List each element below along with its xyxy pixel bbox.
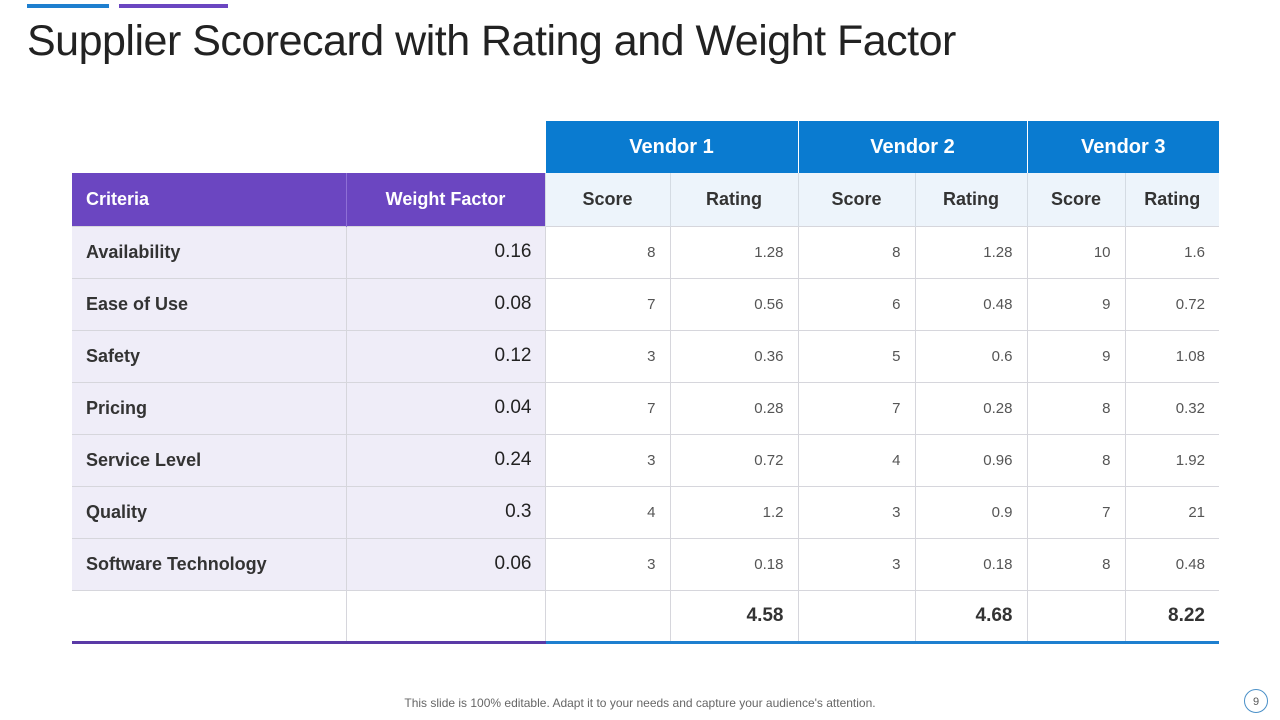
table-row: Ease of Use 0.08 7 0.56 6 0.48 9 0.72 bbox=[72, 277, 1219, 330]
vendor-2-score-cell: 3 bbox=[797, 485, 915, 538]
vendor-3-score-cell: 8 bbox=[1026, 537, 1125, 590]
slide-title: Supplier Scorecard with Rating and Weigh… bbox=[27, 17, 956, 65]
weight-cell: 0.24 bbox=[346, 433, 545, 486]
page-number-badge: 9 bbox=[1244, 689, 1268, 713]
criteria-cell: Pricing bbox=[72, 381, 347, 434]
vendor-1-score-cell: 7 bbox=[544, 277, 670, 330]
header-spacer bbox=[72, 121, 545, 173]
vendor-2-total-cell: 4.68 bbox=[914, 589, 1027, 644]
vendor-3-rating-header: Rating bbox=[1124, 173, 1219, 226]
totals-empty-cell bbox=[72, 589, 347, 644]
vendor-2-score-cell: 5 bbox=[797, 329, 915, 382]
vendor-1-total-cell: 4.58 bbox=[669, 589, 798, 644]
vendor-1-score-cell: 7 bbox=[544, 381, 670, 434]
criteria-cell: Software Technology bbox=[72, 537, 347, 590]
vendor-1-rating-cell: 0.36 bbox=[669, 329, 798, 382]
vendor-1-rating-cell: 0.72 bbox=[669, 433, 798, 486]
vendor-2-rating-cell: 0.18 bbox=[914, 537, 1027, 590]
table-row: Service Level 0.24 3 0.72 4 0.96 8 1.92 bbox=[72, 433, 1219, 486]
vendor-3-rating-cell: 1.08 bbox=[1124, 329, 1219, 382]
vendor-3-score-cell: 9 bbox=[1026, 277, 1125, 330]
vendor-1-rating-cell: 0.28 bbox=[669, 381, 798, 434]
vendor-1-score-cell: 3 bbox=[544, 433, 670, 486]
vendor-1-score-cell: 3 bbox=[544, 537, 670, 590]
vendor-3-score-header: Score bbox=[1026, 173, 1125, 226]
table-row: Quality 0.3 4 1.2 3 0.9 7 21 bbox=[72, 485, 1219, 538]
weight-cell: 0.08 bbox=[346, 277, 545, 330]
weight-cell: 0.12 bbox=[346, 329, 545, 382]
vendor-2-rating-cell: 0.48 bbox=[914, 277, 1027, 330]
vendor-1-rating-cell: 0.18 bbox=[669, 537, 798, 590]
table-row: Software Technology 0.06 3 0.18 3 0.18 8… bbox=[72, 537, 1219, 590]
criteria-cell: Quality bbox=[72, 485, 347, 538]
vendor-3-score-cell: 10 bbox=[1026, 225, 1125, 278]
vendor-1-score-cell: 8 bbox=[544, 225, 670, 278]
vendor-2-rating-cell: 0.96 bbox=[914, 433, 1027, 486]
accent-bar-purple bbox=[119, 4, 228, 8]
vendor-1-rating-cell: 0.56 bbox=[669, 277, 798, 330]
totals-empty-cell bbox=[1026, 589, 1125, 644]
vendor-3-score-cell: 7 bbox=[1026, 485, 1125, 538]
vendor-2-rating-cell: 0.28 bbox=[914, 381, 1027, 434]
vendor-1-score-cell: 3 bbox=[544, 329, 670, 382]
vendor-3-rating-cell: 0.48 bbox=[1124, 537, 1219, 590]
weight-cell: 0.06 bbox=[346, 537, 545, 590]
footer-note: This slide is 100% editable. Adapt it to… bbox=[404, 696, 876, 710]
vendor-3-score-cell: 8 bbox=[1026, 381, 1125, 434]
vendor-2-rating-cell: 0.9 bbox=[914, 485, 1027, 538]
vendor-2-header: Vendor 2 bbox=[797, 121, 1027, 173]
criteria-cell: Ease of Use bbox=[72, 277, 347, 330]
vendor-3-rating-cell: 21 bbox=[1124, 485, 1219, 538]
table-row: Safety 0.12 3 0.36 5 0.6 9 1.08 bbox=[72, 329, 1219, 382]
vendor-3-rating-cell: 1.92 bbox=[1124, 433, 1219, 486]
weight-cell: 0.16 bbox=[346, 225, 545, 278]
criteria-cell: Safety bbox=[72, 329, 347, 382]
totals-row: 4.58 4.68 8.22 bbox=[72, 589, 1219, 644]
totals-empty-cell bbox=[346, 589, 545, 644]
accent-bar-blue bbox=[27, 4, 109, 8]
supplier-scorecard-table: Vendor 1 Vendor 2 Vendor 3 Criteria Weig… bbox=[72, 121, 1219, 644]
vendor-2-score-cell: 6 bbox=[797, 277, 915, 330]
vendor-2-score-cell: 4 bbox=[797, 433, 915, 486]
vendor-3-rating-cell: 0.72 bbox=[1124, 277, 1219, 330]
vendor-2-rating-cell: 0.6 bbox=[914, 329, 1027, 382]
weight-factor-header: Weight Factor bbox=[346, 173, 545, 226]
table-row: Availability 0.16 8 1.28 8 1.28 10 1.6 bbox=[72, 225, 1219, 278]
vendor-1-rating-cell: 1.2 bbox=[669, 485, 798, 538]
vendor-2-score-cell: 8 bbox=[797, 225, 915, 278]
vendor-1-score-cell: 4 bbox=[544, 485, 670, 538]
criteria-cell: Availability bbox=[72, 225, 347, 278]
vendor-1-rating-cell: 1.28 bbox=[669, 225, 798, 278]
vendor-1-header: Vendor 1 bbox=[544, 121, 798, 173]
totals-empty-cell bbox=[797, 589, 915, 644]
totals-empty-cell bbox=[544, 589, 670, 644]
vendor-3-header: Vendor 3 bbox=[1026, 121, 1219, 173]
vendor-3-score-cell: 9 bbox=[1026, 329, 1125, 382]
vendor-2-score-cell: 7 bbox=[797, 381, 915, 434]
table-row: Pricing 0.04 7 0.28 7 0.28 8 0.32 bbox=[72, 381, 1219, 434]
weight-cell: 0.04 bbox=[346, 381, 545, 434]
criteria-cell: Service Level bbox=[72, 433, 347, 486]
vendor-3-rating-cell: 0.32 bbox=[1124, 381, 1219, 434]
criteria-header: Criteria bbox=[72, 173, 347, 226]
vendor-1-rating-header: Rating bbox=[669, 173, 798, 226]
vendor-2-score-header: Score bbox=[797, 173, 915, 226]
weight-cell: 0.3 bbox=[346, 485, 545, 538]
vendor-2-score-cell: 3 bbox=[797, 537, 915, 590]
vendor-3-score-cell: 8 bbox=[1026, 433, 1125, 486]
vendor-1-score-header: Score bbox=[544, 173, 670, 226]
vendor-2-rating-cell: 1.28 bbox=[914, 225, 1027, 278]
vendor-3-total-cell: 8.22 bbox=[1124, 589, 1219, 644]
vendor-3-rating-cell: 1.6 bbox=[1124, 225, 1219, 278]
vendor-2-rating-header: Rating bbox=[914, 173, 1027, 226]
